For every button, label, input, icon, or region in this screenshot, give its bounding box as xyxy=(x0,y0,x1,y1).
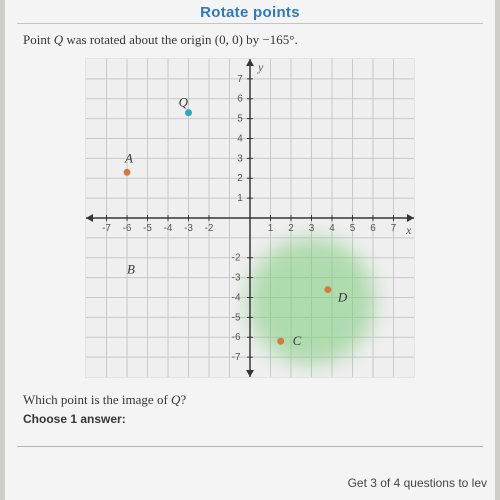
svg-text:5: 5 xyxy=(237,114,243,125)
topic-title: Rotate points xyxy=(5,0,495,23)
svg-text:-6: -6 xyxy=(123,223,132,234)
q-post: . xyxy=(294,32,297,47)
q-mid: was rotated about the origin xyxy=(63,32,215,47)
svg-text:Q: Q xyxy=(179,95,189,110)
svg-text:7: 7 xyxy=(391,223,397,234)
svg-text:-3: -3 xyxy=(184,223,193,234)
q-mid2: by xyxy=(243,32,263,47)
svg-text:-7: -7 xyxy=(232,352,241,363)
q-angle: −165° xyxy=(262,32,294,47)
svg-text:-5: -5 xyxy=(143,223,152,234)
svg-text:-2: -2 xyxy=(205,223,214,234)
svg-text:1: 1 xyxy=(237,193,243,204)
svg-text:5: 5 xyxy=(350,223,356,234)
svg-text:-4: -4 xyxy=(164,223,173,234)
svg-text:-3: -3 xyxy=(232,273,241,284)
q-origin: (0, 0) xyxy=(215,32,243,47)
svg-text:B: B xyxy=(127,262,135,277)
coordinate-plot: -7 -6 -5 -4 -3 -2 1 2 3 4 5 6 7 1 2 3 4 5 6 7 -2 -3 -4 -5 -6 -7 x y… xyxy=(85,58,415,378)
svg-text:4: 4 xyxy=(237,133,243,144)
svg-text:C: C xyxy=(293,333,302,348)
svg-text:-5: -5 xyxy=(232,312,241,323)
divider-bottom xyxy=(17,446,483,447)
progress-text: Get 3 of 4 questions to lev xyxy=(340,470,495,496)
svg-text:1: 1 xyxy=(268,223,274,234)
svg-text:-2: -2 xyxy=(232,253,241,264)
svg-text:3: 3 xyxy=(237,153,243,164)
choose-text: Choose 1 answer: xyxy=(5,410,495,428)
svg-text:-4: -4 xyxy=(232,292,241,303)
svg-text:x: x xyxy=(405,223,412,237)
svg-text:6: 6 xyxy=(370,223,376,234)
divider xyxy=(17,23,483,24)
svg-text:-6: -6 xyxy=(232,332,241,343)
svg-text:6: 6 xyxy=(237,94,243,105)
plot-svg: -7 -6 -5 -4 -3 -2 1 2 3 4 5 6 7 1 2 3 4 5 6 7 -2 -3 -4 -5 -6 -7 x y… xyxy=(86,59,414,377)
q-pre: Point xyxy=(23,32,54,47)
svg-text:4: 4 xyxy=(329,223,335,234)
svg-text:y: y xyxy=(257,60,264,74)
svg-text:2: 2 xyxy=(237,173,243,184)
svg-text:3: 3 xyxy=(309,223,315,234)
svg-text:A: A xyxy=(124,150,133,165)
svg-text:-7: -7 xyxy=(102,223,111,234)
q-var: Q xyxy=(54,32,63,47)
svg-text:D: D xyxy=(337,289,348,304)
svg-text:7: 7 xyxy=(237,74,243,85)
question-text: Point Q was rotated about the origin (0,… xyxy=(5,32,495,58)
prompt-text: Which point is the image of Q? xyxy=(5,378,495,410)
svg-text:2: 2 xyxy=(288,223,294,234)
